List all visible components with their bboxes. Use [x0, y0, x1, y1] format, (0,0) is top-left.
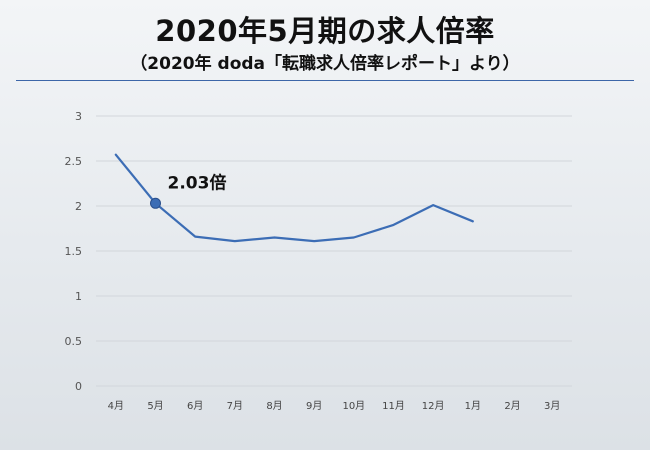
data-point: [352, 236, 356, 240]
x-tick-label: 2月: [504, 400, 520, 412]
y-tick-label: 0.5: [65, 335, 83, 348]
y-tick-label: 0: [75, 380, 82, 393]
x-tick-label: 4月: [108, 400, 124, 412]
x-tick-label: 6月: [187, 400, 203, 412]
data-point: [392, 223, 396, 227]
y-tick-label: 1.5: [65, 245, 83, 258]
x-tick-label: 11月: [382, 400, 405, 412]
highlight-point: [150, 197, 161, 209]
annotation-group: 2.03倍: [168, 172, 227, 193]
chart-title: 2020年5月期の求人倍率: [155, 14, 495, 48]
data-point: [312, 239, 316, 243]
y-tick-label: 3: [75, 110, 82, 123]
y-tick-label: 2: [75, 200, 82, 213]
data-point: [273, 236, 277, 240]
y-tick-label: 1: [75, 290, 82, 303]
x-tick-label: 7月: [227, 400, 243, 412]
gridlines: [96, 115, 572, 387]
x-tick-label: 1月: [465, 400, 481, 412]
chart-subtitle: （2020年 doda「転職求人倍率レポート」より）: [130, 54, 520, 74]
x-tick-label: 3月: [544, 400, 560, 412]
data-point: [233, 239, 237, 243]
y-tick-label: 2.5: [65, 155, 83, 168]
data-point: [193, 235, 197, 239]
x-tick-label: 5月: [147, 400, 163, 412]
x-tick-label: 8月: [266, 400, 282, 412]
x-tick-label: 12月: [422, 400, 445, 412]
annotation-label: 2.03倍: [168, 172, 227, 193]
x-tick-label: 10月: [342, 400, 365, 412]
x-tick-label: 9月: [306, 400, 322, 412]
data-point: [471, 219, 475, 223]
title-divider: [16, 80, 634, 81]
y-axis-ticks: 0 0.5 1 1.5 2 2.5 3: [65, 110, 83, 393]
series-line: [114, 153, 474, 243]
series-line-group: [114, 153, 475, 243]
x-axis-ticks: 4月 5月 6月 7月 8月 9月 10月 11月 12月 1月 2月 3月: [108, 400, 561, 412]
data-point: [114, 153, 118, 157]
data-point: [431, 203, 435, 207]
